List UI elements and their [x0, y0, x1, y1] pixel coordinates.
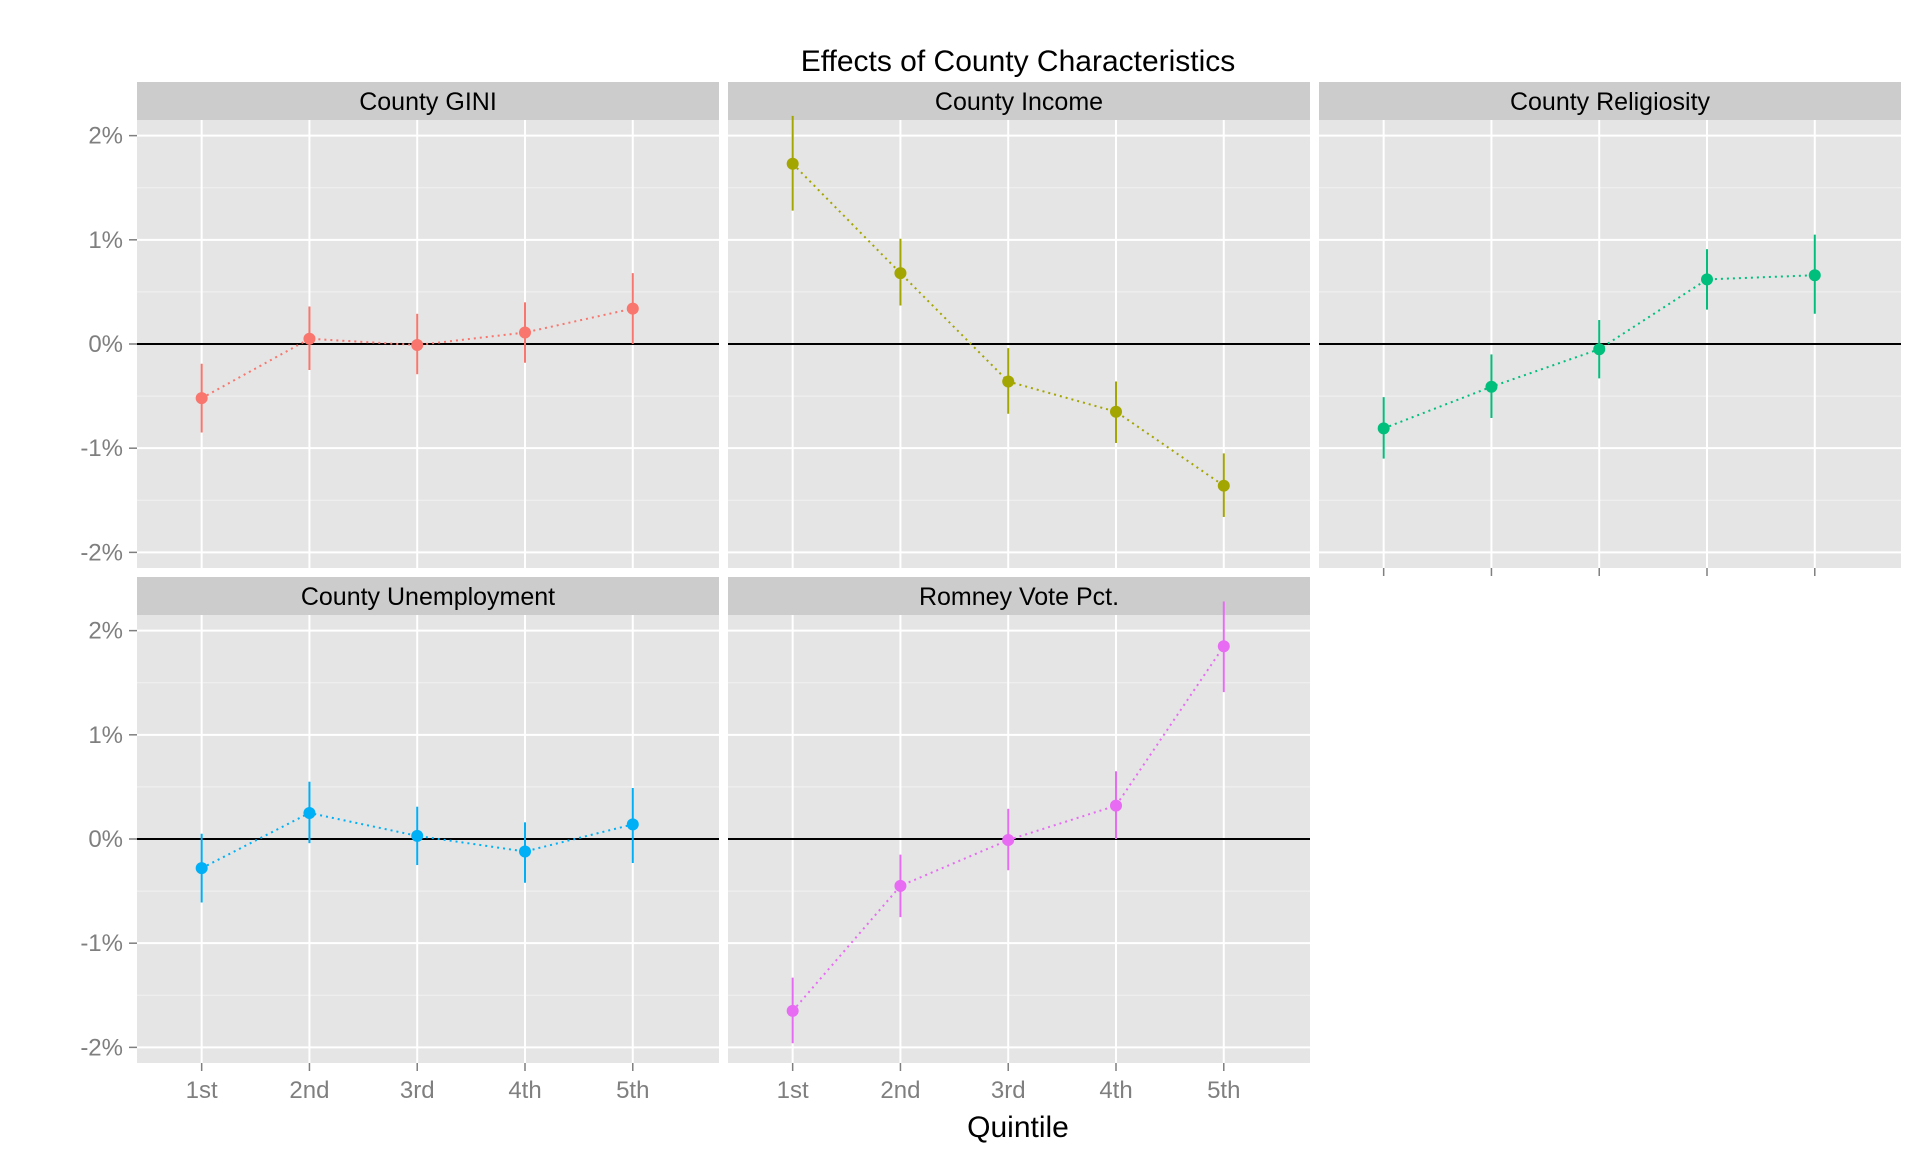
x-tick-label: 2nd	[880, 1077, 920, 1104]
data-point	[411, 829, 424, 842]
data-point	[519, 326, 531, 339]
facet-strip-label: Romney Vote Pct.	[919, 583, 1119, 611]
data-point	[626, 818, 639, 831]
data-point	[894, 879, 907, 892]
data-point	[303, 806, 316, 819]
facet-county-gini: County GINI -2% -1% 0% 1% 2%	[80, 82, 719, 568]
chart-title: Effects of County Characteristics	[801, 45, 1236, 78]
x-tick-label: 4th	[1099, 1077, 1132, 1104]
x-tick-label: 1st	[186, 1077, 218, 1104]
y-tick-label: 0%	[88, 826, 123, 853]
data-point	[195, 862, 208, 875]
y-tick-label: -2%	[80, 1034, 123, 1061]
y-tick-label: 1%	[88, 227, 123, 254]
data-point	[1701, 273, 1713, 286]
x-tick-label: 5th	[1207, 1077, 1240, 1104]
data-point	[1002, 834, 1015, 847]
data-point	[1485, 380, 1498, 393]
x-axis-title: Quintile	[967, 1111, 1069, 1144]
data-point	[894, 267, 907, 280]
facet-strip-label: County Religiosity	[1510, 88, 1711, 116]
data-point	[1593, 343, 1606, 356]
data-point	[411, 339, 424, 352]
data-point	[303, 332, 316, 345]
facet-strip-label: County Unemployment	[301, 583, 555, 611]
data-point	[1377, 422, 1390, 435]
data-point	[1217, 479, 1230, 492]
facet-strip-label: County Income	[935, 88, 1103, 116]
x-tick-label: 2nd	[289, 1077, 329, 1104]
y-tick-label: 2%	[88, 123, 123, 150]
x-tick-label: 1st	[777, 1077, 809, 1104]
x-tick-label: 3rd	[400, 1077, 435, 1104]
x-tick-label: 5th	[616, 1077, 649, 1104]
data-point	[1002, 375, 1015, 388]
y-tick-label: 0%	[88, 331, 123, 358]
facet-strip	[137, 82, 719, 120]
facet-county-religiosity: County Religiosity	[1319, 82, 1901, 576]
data-point	[626, 302, 639, 315]
y-tick-label: -1%	[80, 435, 123, 462]
data-point	[786, 1004, 799, 1017]
data-point	[786, 157, 799, 170]
facet-strip	[1319, 82, 1901, 120]
facet-county-income: County Income	[728, 82, 1310, 568]
y-tick-label: -2%	[80, 539, 123, 566]
facets: County GINI -2% -1% 0% 1% 2% County Income Coun…	[80, 82, 1901, 1104]
x-tick-label: 4th	[508, 1077, 541, 1104]
facet-romney-vote-pct: Romney Vote Pct. 1st 2nd 3rd 4th 5th	[728, 577, 1310, 1104]
y-tick-label: 1%	[88, 722, 123, 749]
facet-strip	[137, 577, 719, 615]
data-point	[1217, 640, 1230, 653]
facet-strip-label: County GINI	[359, 88, 497, 116]
facet-county-unemployment: County Unemployment -2% -1% 0% 1% 2% 1st 2nd 3rd…	[80, 577, 719, 1104]
facet-strip	[728, 82, 1310, 120]
facet-strip	[728, 577, 1310, 615]
data-point	[1110, 799, 1122, 812]
y-tick-label: 2%	[88, 618, 123, 645]
data-point	[195, 392, 208, 405]
data-point	[519, 845, 531, 858]
x-tick-label: 3rd	[991, 1077, 1026, 1104]
y-tick-label: -1%	[80, 930, 123, 957]
data-point	[1110, 405, 1122, 418]
data-point	[1808, 269, 1821, 282]
